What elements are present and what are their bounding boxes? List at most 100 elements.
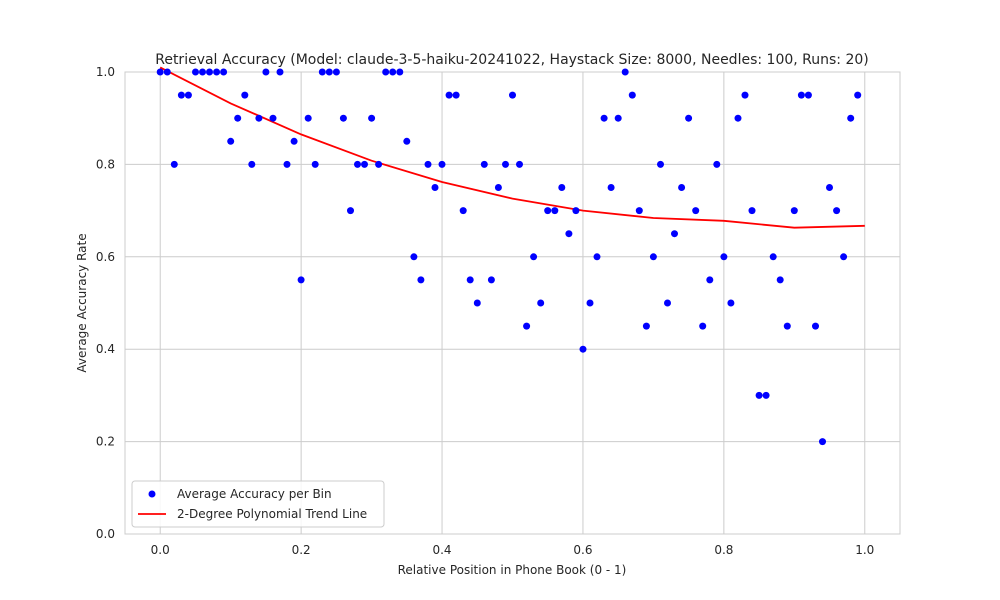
data-point: [657, 160, 664, 168]
data-point: [156, 68, 164, 76]
data-point: [368, 114, 376, 122]
data-point: [480, 160, 488, 168]
legend: Average Accuracy per Bin 2-Degree Polyno…: [131, 480, 385, 528]
data-point: [234, 114, 242, 122]
data-point: [177, 91, 185, 99]
data-point: [396, 68, 404, 76]
x-tick-label: 0.2: [292, 543, 311, 557]
data-point: [459, 207, 467, 215]
x-axis-label: Relative Position in Phone Book (0 - 1): [398, 563, 627, 577]
data-point: [431, 184, 439, 191]
data-point: [213, 68, 221, 76]
data-point: [706, 276, 714, 284]
data-point: [220, 68, 228, 76]
data-point: [685, 114, 693, 122]
y-tick-label: 0.0: [96, 527, 115, 541]
data-point: [769, 253, 777, 261]
data-point: [678, 184, 686, 191]
data-point: [607, 184, 615, 191]
data-point: [206, 68, 213, 76]
data-point: [424, 160, 432, 168]
data-point: [304, 114, 312, 122]
data-point: [241, 91, 249, 99]
data-point: [671, 230, 678, 238]
data-point: [833, 207, 841, 215]
data-point: [748, 207, 756, 215]
x-tick-label: 0.6: [573, 543, 592, 557]
trend-line: [159, 66, 865, 229]
data-point: [642, 322, 650, 330]
data-point: [572, 207, 580, 215]
plot-area: [124, 71, 901, 535]
data-point: [755, 391, 763, 399]
data-point: [692, 207, 700, 215]
data-point: [410, 253, 418, 261]
data-point: [649, 253, 657, 261]
legend-trend-label: 2-Degree Polynomial Trend Line: [177, 507, 367, 521]
data-point: [804, 91, 812, 99]
y-tick-label: 0.8: [96, 157, 115, 171]
data-point: [318, 68, 326, 76]
data-point: [184, 91, 192, 99]
data-point: [509, 91, 516, 99]
data-point: [600, 114, 608, 122]
data-point: [699, 322, 707, 330]
x-tick-labels: 0.0 0.2 0.4 0.6 0.8 1.0: [151, 543, 875, 557]
data-point: [347, 207, 354, 215]
data-point: [311, 160, 319, 168]
data-point: [466, 276, 474, 284]
data-point: [523, 322, 531, 330]
data-point: [762, 391, 770, 399]
y-axis-label: Average Accuracy Rate: [75, 233, 89, 372]
x-tick-label: 0.0: [151, 543, 170, 557]
data-point: [438, 160, 446, 168]
data-point: [783, 322, 791, 330]
legend-scatter-marker: [148, 490, 156, 498]
data-points: [156, 68, 862, 446]
data-point: [664, 299, 671, 307]
data-point: [621, 68, 629, 76]
data-point: [283, 160, 291, 168]
y-tick-label: 0.4: [96, 342, 115, 356]
data-point: [713, 160, 721, 168]
data-point: [163, 68, 171, 76]
data-point: [537, 299, 545, 307]
data-point: [628, 91, 636, 99]
legend-box: [131, 480, 385, 528]
legend-scatter-label: Average Accuracy per Bin: [177, 487, 332, 501]
data-point: [375, 160, 383, 168]
data-point: [170, 160, 178, 168]
data-point: [192, 68, 199, 76]
data-point: [558, 184, 566, 191]
data-point: [227, 137, 235, 145]
data-point: [255, 114, 263, 122]
data-point: [297, 276, 305, 284]
data-point: [544, 207, 552, 215]
chart-title: Retrieval Accuracy (Model: claude-3-5-ha…: [155, 52, 869, 68]
data-point: [332, 68, 340, 76]
x-tick-label: 0.8: [714, 543, 733, 557]
data-point: [776, 276, 784, 284]
data-point: [382, 68, 390, 76]
y-tick-labels: 0.0 0.2 0.4 0.6 0.8 1.0: [96, 65, 115, 541]
data-point: [854, 91, 862, 99]
data-point: [445, 91, 453, 99]
data-point: [339, 114, 347, 122]
data-point: [516, 160, 523, 168]
data-point: [819, 438, 826, 446]
data-point: [635, 207, 643, 215]
y-tick-label: 0.2: [96, 435, 115, 449]
data-point: [487, 276, 495, 284]
data-point: [290, 137, 298, 145]
data-point: [741, 91, 749, 99]
data-point: [586, 299, 594, 307]
data-point: [551, 207, 559, 215]
y-tick-label: 1.0: [96, 65, 115, 79]
data-point: [269, 114, 277, 122]
data-point: [276, 68, 284, 76]
data-point: [812, 322, 819, 330]
data-point: [614, 114, 622, 122]
data-point: [727, 299, 735, 307]
data-point: [473, 299, 481, 307]
